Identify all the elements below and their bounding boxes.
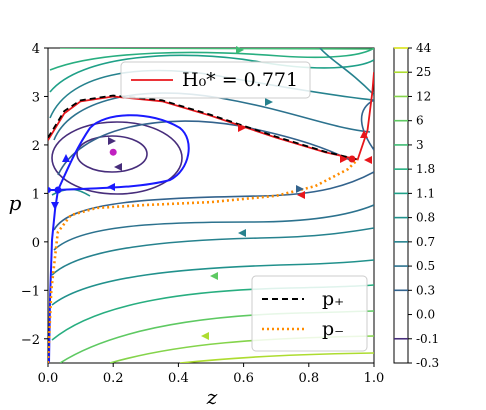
colorbar-frame xyxy=(393,47,409,364)
contour-lower-4 xyxy=(51,259,374,306)
flow-arrows xyxy=(51,46,372,340)
blue-trajectory-point xyxy=(54,186,62,194)
contour-upper-3 xyxy=(49,48,374,71)
blue-trajectory xyxy=(48,114,190,363)
series-layer xyxy=(48,72,374,363)
y-axis-ticks: −2 −1 0 1 2 3 4 xyxy=(21,42,48,348)
contour-upper-2 xyxy=(49,54,374,93)
y-tick-label: 0 xyxy=(32,236,40,251)
series-line-2 xyxy=(48,158,359,363)
colorbar-tick-label: 25 xyxy=(416,65,431,79)
x-tick-label: 0.4 xyxy=(168,371,189,386)
legend-bottom: p₊ p₋ xyxy=(251,275,368,352)
flow-arrow xyxy=(62,154,70,162)
colorbar-tick-label: 12 xyxy=(416,89,431,103)
colorbar-tick-label: 1.1 xyxy=(416,186,435,200)
contour-right-1 xyxy=(319,48,374,96)
flow-arrow xyxy=(238,124,246,132)
flow-arrow xyxy=(51,202,59,210)
y-tick-label: −2 xyxy=(21,333,40,348)
series-line-0 xyxy=(48,72,374,161)
legend-label-h0: H₀* = 0.771 xyxy=(182,69,298,91)
fixed-point-marker xyxy=(109,148,117,156)
y-tick-label: 2 xyxy=(32,139,40,154)
legend-label-p-minus: p₋ xyxy=(322,318,344,340)
legend-top-box xyxy=(120,61,311,99)
x-tick-label: 0.0 xyxy=(38,371,59,386)
colorbar-tick-label: 1.8 xyxy=(416,162,435,176)
flow-arrow xyxy=(265,98,273,106)
contour-upper-4 xyxy=(59,48,374,50)
x-axis-label: z xyxy=(206,385,218,409)
legend-label-p-plus: p₊ xyxy=(322,288,344,310)
colorbar-tick-label: 0.0 xyxy=(416,308,435,322)
colorbar-tick-label: 0.7 xyxy=(416,235,435,249)
y-tick-label: 4 xyxy=(32,42,40,57)
contour-upper-6 xyxy=(57,120,351,176)
blue-trajectory-path xyxy=(48,114,190,363)
colorbar-tick-label: 0.3 xyxy=(416,283,435,297)
flow-arrow xyxy=(108,137,116,145)
colorbar-tick-label: 0.5 xyxy=(416,259,435,273)
x-tick-label: 0.8 xyxy=(298,371,319,386)
series-line-1 xyxy=(48,94,358,161)
blue-trajectory-point xyxy=(48,187,51,193)
contour-orbit-middle xyxy=(51,121,183,195)
flow-arrow xyxy=(201,332,209,340)
flow-arrow xyxy=(297,191,305,199)
flow-arrow xyxy=(210,272,218,280)
colorbar-tick-label: 3 xyxy=(416,138,424,152)
flow-arrow xyxy=(360,130,368,138)
colorbar-ticks: 44 25 12 6 3 1.8 1.1 0.8 0.7 0.5 0.3 0.0 -0.1 -0.3 xyxy=(394,41,439,370)
contour-lower-8 xyxy=(179,352,374,363)
saddle-point-marker xyxy=(348,155,356,163)
colorbar: 44 25 12 6 3 1.8 1.1 0.8 0.7 0.5 0.3 0.0 -0.1 -0.3 xyxy=(393,41,439,370)
colorbar-tick-label: 44 xyxy=(416,41,432,55)
legend-bottom-box xyxy=(251,275,368,352)
flow-arrow xyxy=(107,183,115,191)
x-tick-label: 0.6 xyxy=(233,371,254,386)
colorbar-tick-label: 6 xyxy=(416,114,424,128)
flow-arrow xyxy=(238,229,246,237)
x-axis-ticks: 0.0 0.2 0.4 0.6 0.8 1.0 xyxy=(38,363,385,386)
contour-right-2 xyxy=(360,99,374,151)
flow-arrow xyxy=(236,46,244,54)
y-tick-label: 3 xyxy=(32,90,40,105)
x-tick-label: 0.2 xyxy=(103,371,124,386)
flow-arrow xyxy=(114,163,122,171)
contour-orbit-inner xyxy=(76,135,148,173)
y-tick-label: −1 xyxy=(21,284,40,299)
y-tick-label: 1 xyxy=(32,187,40,202)
flow-arrow xyxy=(340,155,348,163)
colorbar-tick-label: -0.1 xyxy=(416,332,439,346)
colorbar-tick-label: -0.3 xyxy=(416,356,439,370)
flow-arrow xyxy=(296,185,304,193)
contour-lower-1 xyxy=(53,171,374,231)
legend-top: H₀* = 0.771 xyxy=(120,61,311,99)
colorbar-tick-label: 0.8 xyxy=(416,211,435,225)
flow-arrow xyxy=(364,156,372,164)
x-tick-label: 1.0 xyxy=(364,371,385,386)
y-axis-label: p xyxy=(9,191,22,215)
contour-lower-3 xyxy=(51,227,374,276)
contour-lower-2 xyxy=(53,204,374,251)
